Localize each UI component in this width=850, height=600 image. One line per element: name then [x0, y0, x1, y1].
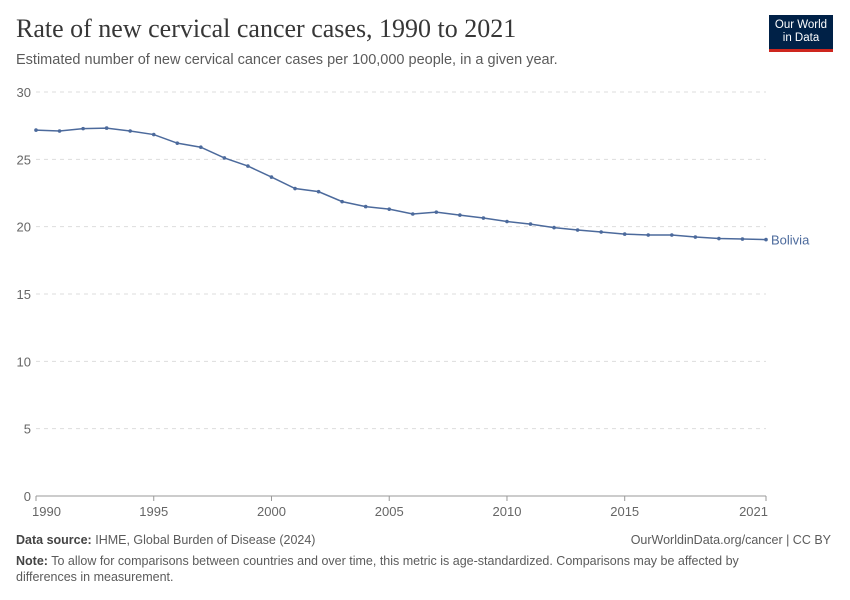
data-point: [528, 222, 533, 226]
data-point: [622, 232, 627, 236]
source-link[interactable]: OurWorldinData.org/cancer | CC BY: [630, 533, 831, 547]
data-point: [293, 186, 297, 191]
note-label: Note:: [16, 554, 48, 568]
data-point: [575, 228, 580, 232]
x-tick-label: 1990: [32, 504, 61, 519]
x-tick-label: 2010: [493, 504, 522, 519]
note: Note: To allow for comparisons between c…: [16, 553, 776, 585]
data-point: [34, 128, 38, 132]
data-point: [717, 236, 721, 241]
data-point: [199, 145, 203, 150]
y-tick-label: 10: [17, 354, 31, 369]
x-tick-label: 2000: [257, 504, 286, 519]
data-point: [693, 235, 698, 239]
chart-subtitle: Estimated number of new cervical cancer …: [16, 52, 558, 68]
y-tick-label: 0: [24, 489, 31, 504]
data-point: [481, 216, 486, 220]
data-point: [128, 129, 132, 133]
logo-text: Our World in Data: [774, 19, 828, 44]
data-point: [505, 219, 509, 224]
data-point: [151, 132, 156, 137]
data-point: [740, 237, 745, 241]
data-point: [222, 156, 227, 160]
data-point: [458, 213, 462, 217]
note-text: To allow for comparisons between countri…: [16, 554, 739, 584]
data-point: [340, 199, 344, 204]
data-point: [434, 210, 439, 214]
x-tick-label: 2021: [739, 504, 768, 519]
data-point: [246, 164, 250, 168]
chart-title: Rate of new cervical cancer cases, 1990 …: [16, 14, 517, 43]
y-tick-label: 5: [24, 422, 31, 437]
source-text: IHME, Global Burden of Disease (2024): [95, 533, 316, 547]
data-point: [410, 212, 415, 216]
y-tick-label: 20: [17, 220, 31, 235]
data-source: Data source: IHME, Global Burden of Dise…: [16, 533, 315, 547]
source-label: Data source:: [16, 533, 92, 547]
data-point: [363, 204, 368, 209]
data-point: [670, 233, 674, 237]
data-point: [552, 225, 556, 230]
data-point: [764, 237, 768, 242]
owid-logo[interactable]: Our World in Data: [769, 15, 833, 52]
y-tick-label: 25: [17, 152, 31, 167]
series-line-bolivia: [35, 127, 767, 241]
series-label: Bolivia: [771, 233, 810, 248]
data-point: [646, 233, 651, 237]
y-tick-label: 30: [17, 85, 31, 100]
x-tick-label: 2005: [375, 504, 404, 519]
data-point: [81, 126, 85, 131]
data-point: [269, 175, 274, 179]
y-tick-label: 15: [17, 287, 31, 302]
data-point: [316, 189, 321, 194]
data-point: [175, 141, 180, 145]
data-point: [57, 129, 62, 133]
data-point: [387, 207, 392, 211]
data-point: [104, 126, 109, 130]
x-tick-label: 2015: [610, 504, 639, 519]
data-point: [599, 230, 603, 234]
x-tick-label: 1995: [139, 504, 168, 519]
